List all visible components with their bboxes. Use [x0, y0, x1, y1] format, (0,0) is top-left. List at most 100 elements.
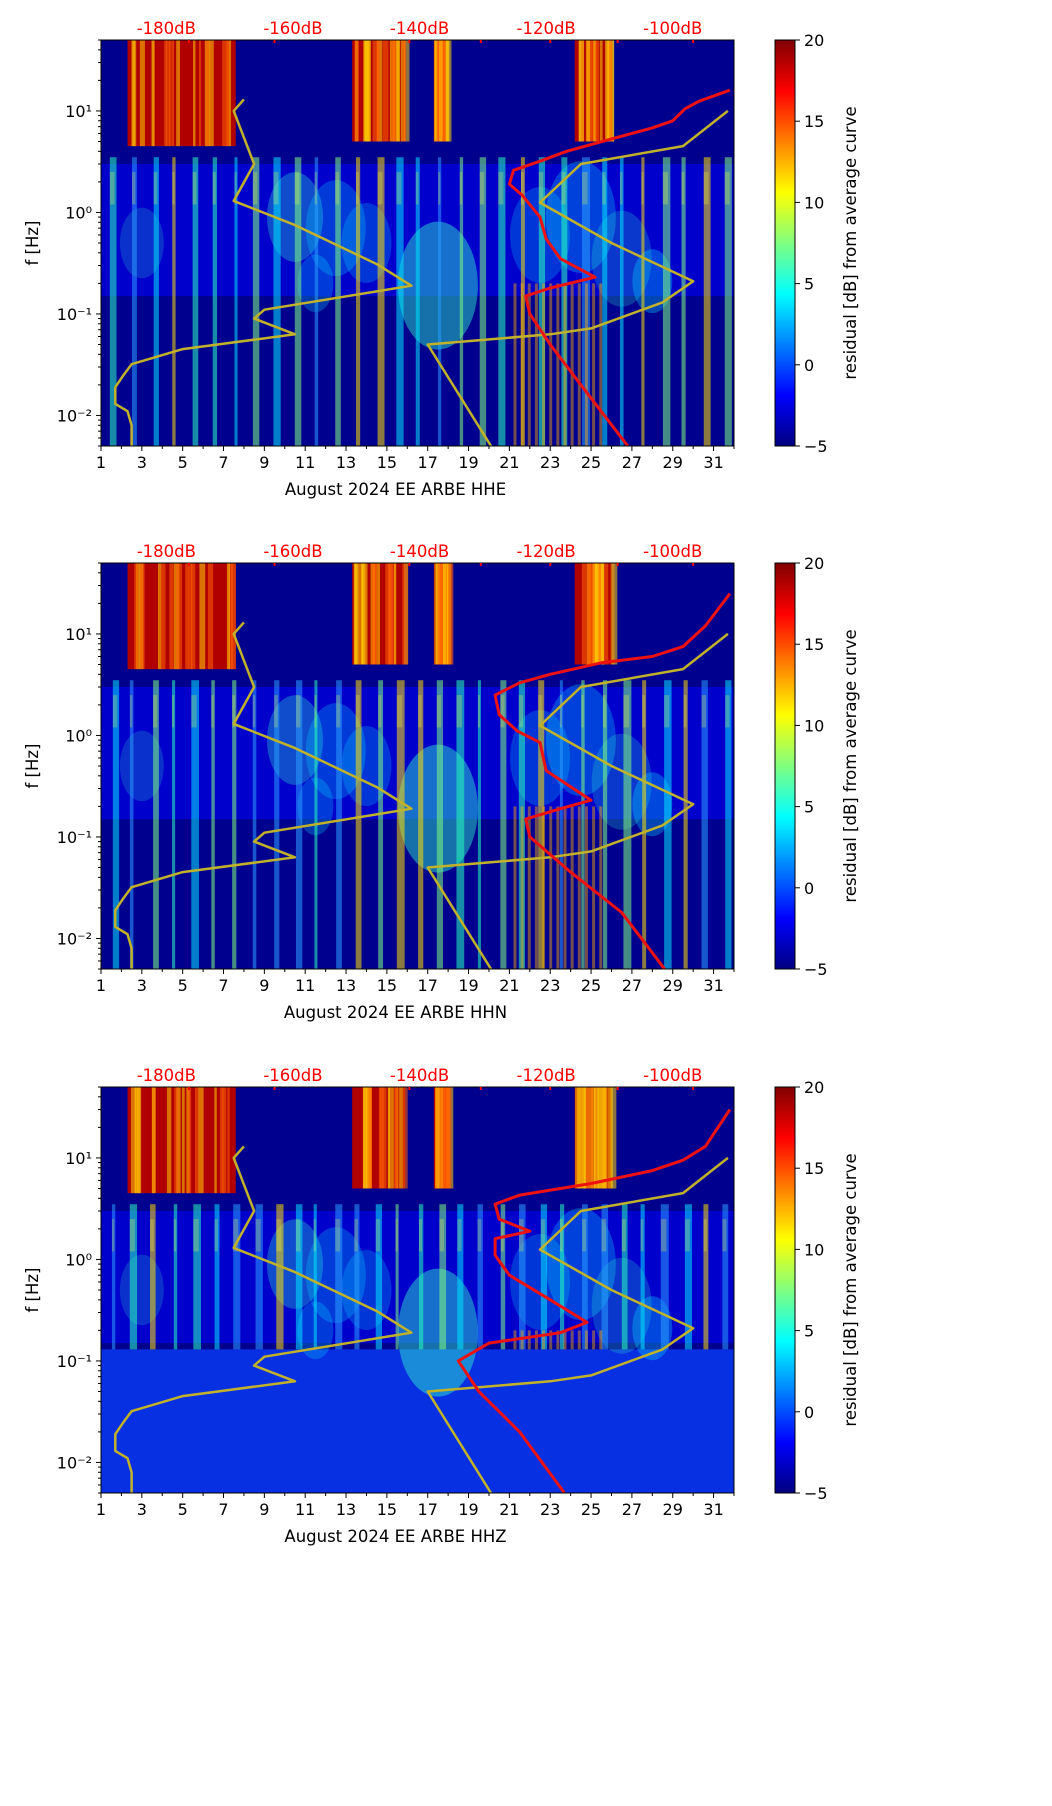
x-tick-label: 23 — [540, 1500, 560, 1519]
block-texture — [590, 563, 596, 665]
x-axis-label: August 2024 EE ARBE HHN — [284, 1003, 507, 1022]
y-tick-label: 10⁻² — [57, 929, 92, 948]
daily-stripe — [354, 1204, 360, 1350]
daily-stripe-highlight — [314, 172, 318, 205]
daily-stripe — [252, 157, 260, 446]
daily-stripe-highlight — [456, 695, 462, 728]
spectrogram-image — [101, 563, 734, 969]
block-texture — [176, 1087, 181, 1194]
daily-stripe-highlight — [457, 1219, 462, 1252]
daily-stripe — [621, 1204, 628, 1350]
daily-stripe — [232, 680, 237, 969]
daily-stripe-highlight — [273, 172, 279, 205]
block-texture — [443, 563, 447, 665]
daily-stripe-highlight — [233, 1219, 239, 1252]
daily-stripe — [191, 680, 200, 969]
block-texture — [608, 40, 613, 142]
x-tick-label: 17 — [418, 976, 438, 995]
daily-stripe — [109, 157, 117, 446]
warm-stripe — [534, 1330, 538, 1350]
block-texture — [581, 1087, 586, 1189]
daily-stripe — [538, 680, 545, 969]
daily-stripe-highlight — [619, 172, 623, 205]
db-scale-label: -160dB — [263, 1066, 322, 1085]
daily-stripe-highlight — [355, 695, 360, 728]
daily-stripe — [602, 680, 608, 969]
block-texture — [363, 1087, 366, 1189]
block-texture — [139, 40, 145, 147]
db-scale-label: -160dB — [263, 542, 322, 561]
x-tick-label: 1 — [96, 976, 106, 995]
daily-stripe-highlight — [129, 1219, 135, 1252]
x-tick-label: 27 — [622, 1500, 642, 1519]
daily-stripe — [172, 680, 176, 969]
daily-stripe — [456, 680, 465, 969]
warm-stripe — [513, 806, 517, 969]
block-texture — [445, 40, 449, 142]
block-texture — [399, 1087, 403, 1189]
colorbar-tick-label: 20 — [804, 31, 824, 50]
block-texture — [134, 1087, 141, 1194]
block-texture — [577, 1087, 583, 1189]
block-texture — [404, 40, 410, 142]
y-tick-label: 10⁻¹ — [57, 1352, 92, 1371]
daily-stripe — [662, 157, 671, 446]
block-texture — [354, 563, 359, 665]
warm-stripe — [577, 283, 581, 446]
block-texture — [226, 40, 230, 147]
block-texture — [395, 40, 401, 142]
x-tick-label: 7 — [218, 976, 228, 995]
daily-stripe — [153, 680, 159, 969]
daily-stripe-highlight — [581, 695, 584, 728]
block-texture — [175, 563, 179, 670]
daily-stripe-highlight — [436, 695, 442, 728]
block-texture — [594, 40, 600, 142]
x-tick-label: 19 — [458, 976, 478, 995]
daily-stripe-highlight — [129, 695, 133, 728]
warm-stripe — [527, 283, 531, 446]
daily-stripe-highlight — [641, 172, 644, 205]
daily-stripe — [581, 680, 585, 969]
block-texture — [164, 40, 167, 147]
warm-stripe — [513, 283, 517, 446]
daily-stripe-highlight — [150, 1219, 154, 1252]
colorbar-tick-label: 10 — [804, 1240, 824, 1259]
daily-stripe-highlight — [191, 695, 197, 728]
block-texture — [388, 1087, 394, 1189]
block-texture — [228, 40, 232, 147]
high-frequency-block — [127, 1087, 236, 1194]
y-axis-label: f [Hz] — [23, 1268, 42, 1313]
daily-stripe — [683, 680, 688, 969]
warm-stripe — [592, 1330, 596, 1350]
daily-stripe-highlight — [725, 695, 730, 728]
x-tick-label: 29 — [663, 453, 683, 472]
db-scale-label: -120dB — [517, 1066, 576, 1085]
daily-stripe — [438, 157, 442, 446]
daily-stripe-highlight — [683, 695, 687, 728]
daily-stripe — [725, 680, 732, 969]
daily-stripe-highlight — [211, 695, 214, 728]
daily-stripe — [642, 680, 647, 969]
colorbar-tick-label: −5 — [804, 437, 828, 456]
daily-stripe-highlight — [274, 695, 278, 728]
block-texture — [591, 1087, 596, 1189]
model-curve-1 — [426, 109, 729, 446]
daily-stripe-highlight — [520, 172, 524, 205]
daily-stripe — [681, 157, 686, 446]
daily-stripe — [211, 680, 215, 969]
db-scale-label: -180dB — [137, 542, 196, 561]
daily-stripe-highlight — [252, 172, 258, 205]
x-tick-label: 31 — [703, 1500, 723, 1519]
daily-stripe — [477, 1204, 483, 1350]
block-texture — [157, 563, 162, 670]
colorbar-tick-label: 0 — [804, 879, 814, 898]
block-texture — [176, 40, 180, 147]
block-texture — [586, 1087, 590, 1189]
daily-stripe-highlight — [538, 695, 543, 728]
colorbar: −5 0 5 10 15 20 residual [dB] from average cur… — [774, 554, 860, 979]
block-texture — [194, 1087, 199, 1194]
daily-stripe — [703, 1204, 709, 1350]
daily-stripe-highlight — [276, 1219, 282, 1252]
block-texture — [222, 40, 229, 147]
